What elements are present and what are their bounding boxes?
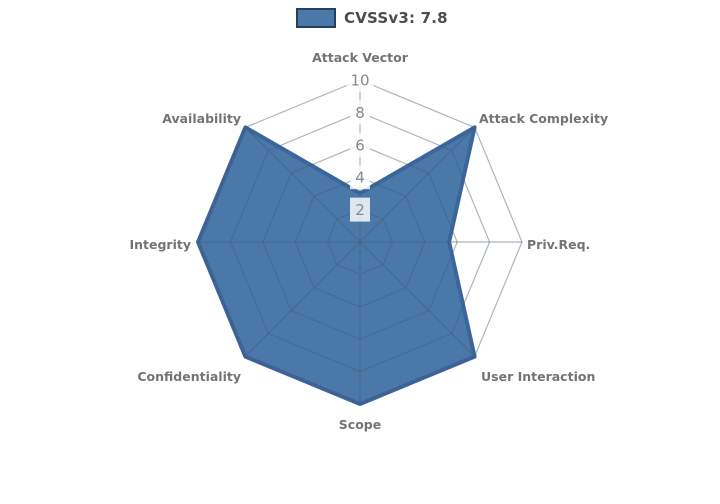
radial-tick-label-10: 10 — [350, 72, 369, 90]
radar-series-0-polygon — [196, 125, 477, 406]
radial-tick-label-8: 8 — [355, 104, 365, 122]
radar-spoke-3 — [359, 241, 475, 357]
radial-tick-label-2: 2 — [355, 201, 365, 219]
radial-tick-box-10 — [346, 68, 374, 92]
legend: CVSSv3: 7.8 — [296, 6, 448, 30]
radial-tick-box-4 — [350, 165, 370, 190]
legend-label: CVSSv3: 7.8 — [344, 9, 448, 27]
axis-label-attack-complexity: Attack Complexity — [479, 111, 608, 126]
radar-grid-ring-10 — [197, 79, 523, 405]
radial-tick-box-2 — [350, 197, 370, 222]
radar-grid-ring-4 — [294, 176, 426, 308]
axis-label-confidentiality: Confidentiality — [137, 369, 241, 384]
radar-grid-ring-6 — [262, 144, 458, 340]
axis-label-scope: Scope — [339, 417, 381, 432]
radar-spoke-7 — [245, 127, 361, 243]
radar-spoke-5 — [245, 241, 361, 357]
radial-tick-label-4: 4 — [355, 169, 365, 187]
axis-label-priv-req: Priv.Req. — [527, 237, 590, 252]
legend-swatch — [296, 8, 336, 28]
axis-label-availability: Availability — [162, 111, 241, 126]
radar-grid-ring-2 — [326, 208, 394, 276]
axis-label-integrity: Integrity — [129, 237, 191, 252]
axis-label-attack-vector: Attack Vector — [312, 50, 409, 65]
radar-grid-ring-8 — [229, 111, 491, 373]
radial-tick-label-6: 6 — [355, 136, 365, 154]
radial-tick-box-6 — [350, 132, 370, 157]
axis-label-user-interaction: User Interaction — [481, 369, 595, 384]
radar-spoke-1 — [359, 127, 475, 243]
radial-tick-box-8 — [350, 100, 370, 125]
